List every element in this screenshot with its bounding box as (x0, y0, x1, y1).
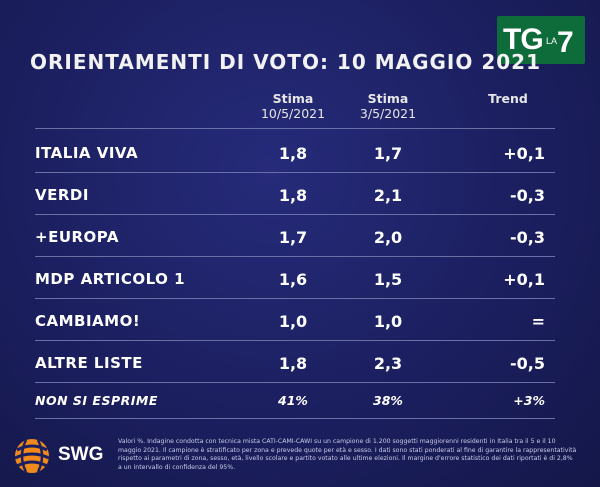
current-value: 1,0 (278, 311, 308, 331)
column-header-label: Stima (367, 91, 409, 106)
current-value: 1,6 (278, 269, 308, 289)
previous-value: 1,7 (373, 143, 403, 163)
la7-la-text: LA (546, 36, 557, 46)
la7-seven-text: 7 (557, 26, 574, 58)
current-value: 41% (278, 392, 308, 408)
table-row: +EUROPA 1,7 2,0 -0,3 (35, 220, 555, 254)
previous-value: 38% (373, 392, 403, 408)
trend-value: = (531, 311, 545, 331)
swg-logo: SWG (12, 430, 107, 480)
previous-value: 2,1 (373, 185, 403, 205)
methodology-note: Valori %. Indagine condotta con tecnica … (118, 438, 577, 471)
trend-value: -0,3 (510, 185, 545, 205)
column-header-date: 3/5/2021 (359, 106, 417, 121)
current-value: 1,8 (278, 353, 308, 373)
tg-logo-text: TG (503, 23, 544, 56)
swg-globe-icon (14, 439, 50, 473)
row-separator (35, 128, 555, 129)
column-header-label: Trend (488, 91, 528, 106)
row-separator (35, 340, 555, 341)
column-header-stima-current: Stima 10/5/2021 (253, 91, 333, 121)
party-label: +EUROPA (35, 228, 120, 246)
previous-value: 2,0 (373, 227, 403, 247)
table-row: ITALIA VIVA 1,8 1,7 +0,1 (35, 136, 555, 170)
column-header-trend: Trend (478, 91, 538, 106)
page-title: ORIENTAMENTI DI VOTO: 10 MAGGIO 2021 (30, 50, 541, 74)
column-header-label: Stima (272, 91, 314, 106)
party-label: ALTRE LISTE (35, 354, 143, 372)
previous-value: 1,0 (373, 311, 403, 331)
trend-value: +0,1 (503, 143, 545, 163)
la7-icon: LA 7 (546, 26, 574, 58)
current-value: 1,8 (278, 143, 308, 163)
trend-value: -0,5 (510, 353, 545, 373)
table-row-non-si-esprime: NON SI ESPRIME 41% 38% +3% (35, 385, 555, 415)
tg-la7-logo: TG LA 7 (497, 16, 585, 64)
swg-logo-text: SWG (58, 444, 104, 465)
non-si-esprime-label: NON SI ESPRIME (35, 392, 158, 408)
table-row: ALTRE LISTE 1,8 2,3 -0,5 (35, 346, 555, 380)
party-label: VERDI (35, 186, 89, 204)
party-label: ITALIA VIVA (35, 144, 139, 162)
row-separator (35, 298, 555, 299)
table-row: VERDI 1,8 2,1 -0,3 (35, 178, 555, 212)
table-row: CAMBIAMO! 1,0 1,0 = (35, 304, 555, 338)
row-separator (35, 172, 555, 173)
row-separator (35, 214, 555, 215)
current-value: 1,7 (278, 227, 308, 247)
row-separator (35, 382, 555, 383)
trend-value: -0,3 (510, 227, 545, 247)
previous-value: 1,5 (373, 269, 403, 289)
current-value: 1,8 (278, 185, 308, 205)
trend-value: +0,1 (503, 269, 545, 289)
row-separator (35, 418, 555, 419)
trend-value: +3% (513, 392, 545, 408)
table-row: MDP ARTICOLO 1 1,6 1,5 +0,1 (35, 262, 555, 296)
party-label: MDP ARTICOLO 1 (35, 270, 186, 288)
previous-value: 2,3 (373, 353, 403, 373)
column-header-stima-previous: Stima 3/5/2021 (348, 91, 428, 121)
column-header-date: 10/5/2021 (260, 106, 326, 121)
row-separator (35, 256, 555, 257)
party-label: CAMBIAMO! (35, 312, 141, 330)
